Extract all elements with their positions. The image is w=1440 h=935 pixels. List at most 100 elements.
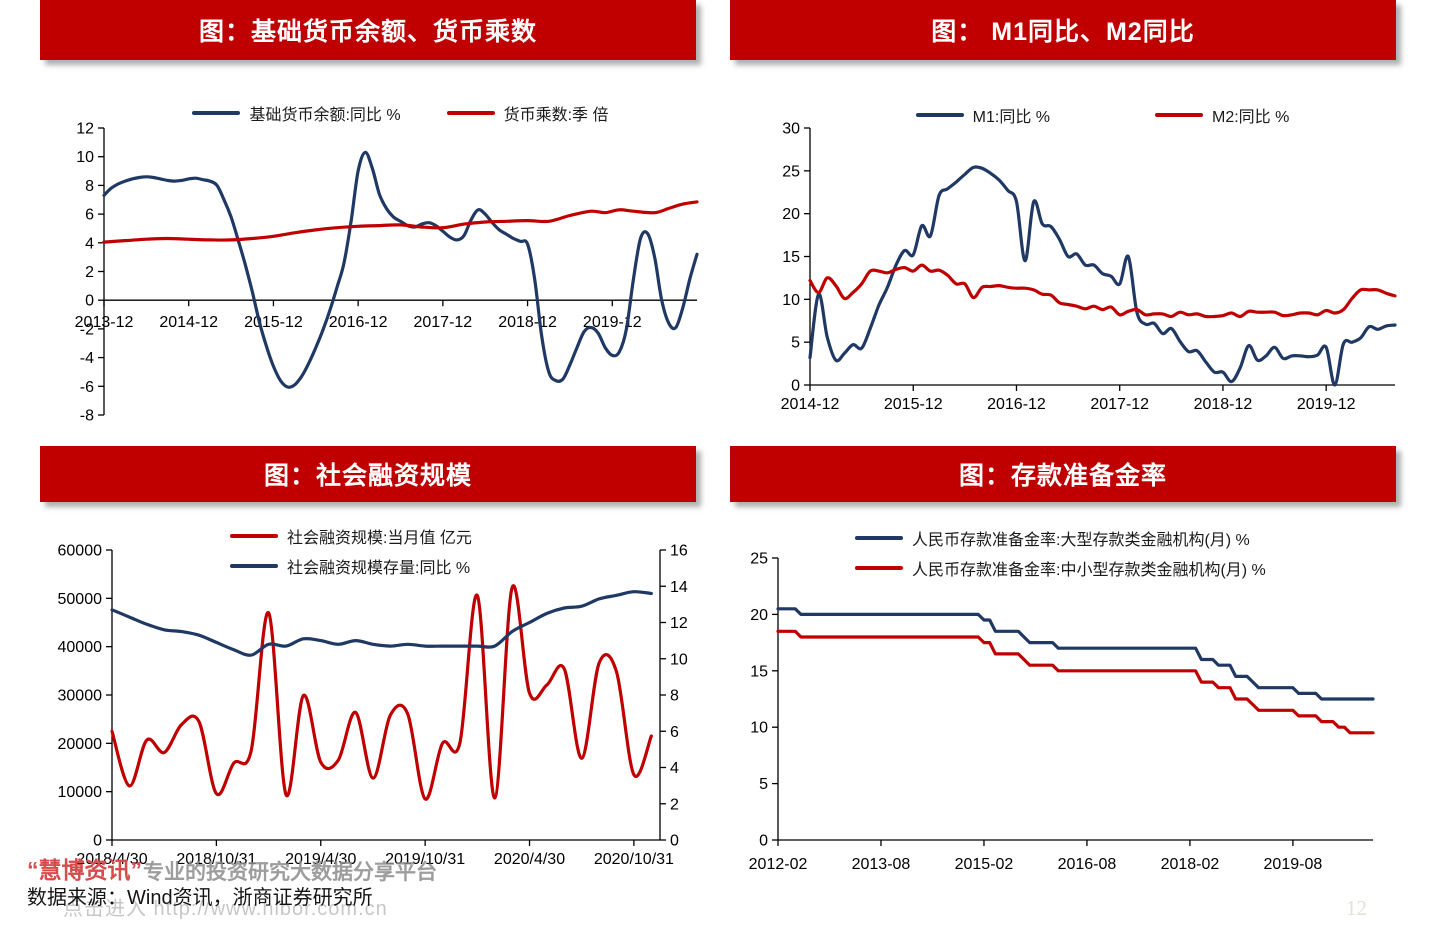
hibor-url-watermark: 点击进入 http://www.hibor.com.cn: [63, 898, 388, 920]
legend-item: 人民币存款准备金率:中小型存款类金融机构(月) %: [855, 556, 1266, 580]
y-axis-tick-label: 0: [85, 293, 94, 310]
legend-item: M1:同比 %: [915, 103, 1050, 127]
x-axis-tick-label: 2017-12: [413, 314, 472, 331]
y-axis-tick-label: 20000: [58, 736, 103, 753]
y-axis-tick-label: -2: [80, 321, 94, 338]
y2-axis-tick-label: 12: [670, 615, 688, 632]
line-swatch-icon: [192, 111, 241, 115]
x-axis-tick-label: 2018/10/31: [176, 851, 256, 868]
series-base-money-yoy: [102, 150, 699, 389]
series-tsf-stock-yoy: [110, 590, 653, 657]
y-axis-tick-label: -6: [80, 379, 94, 396]
line-swatch-icon: [855, 536, 903, 540]
x-axis-tick-label: 2013-08: [852, 856, 911, 873]
series-rrr-small: [776, 629, 1375, 735]
y-axis-tick-label: 12: [76, 121, 94, 138]
legend-label: 人民币存款准备金率:中小型存款类金融机构(月) %: [912, 562, 1266, 579]
chart-title-text: 图： M1同比、M2同比: [931, 18, 1195, 46]
line-swatch-icon: [230, 534, 278, 538]
line-swatch-icon: [1155, 113, 1203, 117]
x-axis-tick-label: 2016-08: [1058, 856, 1117, 873]
y-axis-tick-label: 0: [791, 378, 800, 395]
hibor-logo: “慧博资讯”: [27, 857, 142, 883]
y-axis-tick-label: 20: [782, 206, 800, 223]
series-tsf-monthly: [110, 584, 653, 801]
x-axis-tick-label: 2014-12: [781, 396, 840, 413]
x-axis-tick-label: 2018/4/30: [76, 851, 147, 868]
x-axis-tick-label: 2016-12: [987, 396, 1046, 413]
x-axis-tick-label: 2013-12: [75, 314, 134, 331]
y-axis-tick-label: 10000: [58, 784, 103, 801]
legend-m1-m2: M1:同比 % M2:同比 %: [810, 103, 1395, 127]
page-number: 12: [1346, 896, 1367, 920]
x-axis-tick-label: 2014-12: [159, 314, 218, 331]
line-swatch-icon: [915, 113, 964, 117]
y-axis-tick-label: 30: [782, 121, 800, 138]
legend-label: 社会融资规模:当月值 亿元: [287, 530, 472, 547]
y-axis-tick-label: 4: [85, 235, 94, 252]
legend-item: 货币乘数:季 倍: [446, 101, 609, 125]
legend-reserve-ratio: 人民币存款准备金率:大型存款类金融机构(月) % 人民币存款准备金率:中小型存款…: [855, 526, 1266, 580]
y-axis-tick-label: 60000: [58, 543, 103, 560]
legend-item: M2:同比 %: [1155, 103, 1289, 127]
y2-axis-tick-label: 14: [670, 579, 688, 596]
chart-title-text: 图：存款准备金率: [958, 462, 1167, 490]
y2-axis-tick-label: 8: [670, 688, 679, 705]
x-axis-tick-label: 2020/4/30: [494, 851, 565, 868]
y-axis-tick-label: -8: [80, 408, 94, 425]
x-axis-tick-label: 2015-12: [244, 314, 303, 331]
series-money-multiplier: [102, 200, 699, 244]
y-axis-tick-label: 5: [791, 335, 800, 352]
legend-label: 人民币存款准备金率:大型存款类金融机构(月) %: [912, 532, 1250, 549]
series-rrr-large: [776, 607, 1375, 701]
x-axis-tick-label: 2012-02: [749, 856, 808, 873]
y-axis-tick-label: 25: [782, 163, 800, 180]
y-axis-tick-label: 2: [85, 264, 94, 281]
y2-axis-tick-label: 10: [670, 651, 688, 668]
y-axis-tick-label: 6: [85, 207, 94, 224]
x-axis-tick-label: 2020/10/31: [594, 851, 674, 868]
y-axis-tick-label: 10: [76, 149, 94, 166]
x-axis-tick-label: 2018-12: [498, 314, 557, 331]
legend-item: 社会融资规模存量:同比 %: [230, 554, 472, 578]
y-axis-tick-label: 15: [782, 249, 800, 266]
x-axis-tick-label: 2016-12: [329, 314, 388, 331]
y-axis-tick-label: 8: [85, 178, 94, 195]
legend-base-money: 基础货币余额:同比 % 货币乘数:季 倍: [104, 101, 697, 125]
chart-base-money: 12 10 8 6 4 2 0 -2 -4 -6 -8 2013-12 2014-12 2015-12 20…: [75, 121, 699, 425]
y2-axis-tick-label: 4: [670, 760, 679, 777]
legend-label: 基础货币余额:同比 %: [249, 107, 401, 124]
y-axis-tick-label: 20: [750, 607, 768, 624]
series-m1-yoy: [808, 165, 1397, 387]
line-swatch-icon: [446, 111, 495, 115]
x-axis-tick-label: 2019-12: [1297, 396, 1356, 413]
x-axis-tick-label: 2019/10/31: [385, 851, 465, 868]
y-axis-tick-label: 30000: [58, 688, 103, 705]
y-axis-tick-label: 10: [750, 720, 768, 737]
legend-label: 货币乘数:季 倍: [503, 107, 609, 124]
y-axis-tick-label: 5: [759, 776, 768, 793]
y-axis-tick-label: 40000: [58, 639, 103, 656]
chart-reserve-ratio: 25 20 15 10 5 0 2012-02 2013-08 2015-02 2016-08 20…: [749, 551, 1375, 873]
y2-axis-tick-label: 16: [670, 543, 688, 560]
y-axis-tick-label: 25: [750, 551, 768, 568]
series-m2-yoy: [808, 263, 1397, 319]
y-axis-tick-label: 0: [93, 833, 102, 850]
y-axis-tick-label: 0: [759, 833, 768, 850]
legend-label: M1:同比 %: [972, 109, 1050, 126]
y-axis-tick-label: 10: [782, 292, 800, 309]
y2-axis-tick-label: 6: [670, 724, 679, 741]
y2-axis-tick-label: 2: [670, 796, 679, 813]
x-axis-tick-label: 2018-12: [1194, 396, 1253, 413]
chart-title-text: 图：社会融资规模: [263, 462, 472, 490]
y-axis-tick-label: -4: [80, 350, 94, 367]
line-swatch-icon: [230, 564, 278, 568]
chart-title-m1-m2: 图： M1同比、M2同比: [730, 0, 1396, 60]
x-axis-tick-label: 2015-02: [955, 856, 1014, 873]
chart-title-base-money: 图：基础货币余额、货币乘数: [40, 0, 696, 60]
y-axis-tick-label: 15: [750, 663, 768, 680]
line-swatch-icon: [855, 566, 903, 570]
chart-title-social-financing: 图：社会融资规模: [40, 446, 696, 502]
